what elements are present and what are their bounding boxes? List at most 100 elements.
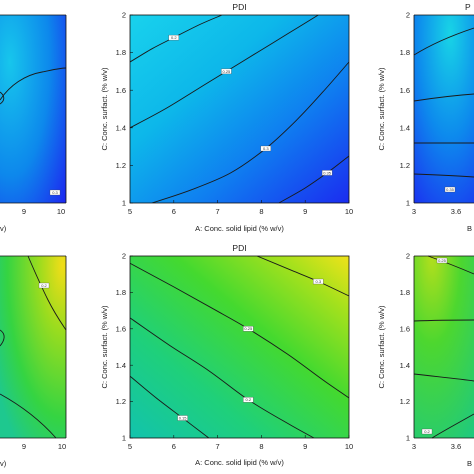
y-tick-label: 1.2 <box>116 161 126 170</box>
contour-label: 0.25 <box>244 326 253 331</box>
heatmap-fill <box>414 15 474 203</box>
x-axis-label-cutoff: B <box>467 224 472 233</box>
x-axis-title: A: Conc. solid lipid (% w/v) <box>195 224 284 233</box>
contour-label: 0.2 <box>41 283 47 288</box>
x-tick-label: 6 <box>172 207 176 216</box>
x-tick-label: 3 <box>412 207 416 216</box>
x-tick-label: 8 <box>259 442 263 451</box>
contour-label-box <box>221 68 232 75</box>
x-axis: 5 6 7 8 9 10 <box>128 435 353 451</box>
panel-bottom-left: 0.2 9 10 v) <box>0 255 67 468</box>
x-tick-label: 3.6 <box>451 442 461 451</box>
chart-title: PDI <box>232 243 246 253</box>
contour-label-box <box>313 278 324 285</box>
heatmap-fill <box>130 256 349 438</box>
y-axis-title: C: Conc. surfact. (% w/v) <box>377 67 386 150</box>
y-tick-label: 1.6 <box>400 86 410 95</box>
y-tick-label: 1 <box>406 199 410 208</box>
panel-top-center: PDI 0.2 0.25 0.3 0.35 5 6 7 8 9 10 1 1.2 1.4 1.6 1.8… <box>100 2 353 233</box>
x-tick-label: 9 <box>22 207 26 216</box>
y-axis: 1 1.2 1.4 1.6 1.8 2 <box>116 11 133 208</box>
contour-label-box <box>38 282 50 289</box>
contour-line <box>256 256 349 297</box>
x-tick-label: 10 <box>57 207 65 216</box>
contour-line <box>0 91 5 105</box>
x-tick-label: 10 <box>58 442 66 451</box>
x-tick-label: 9 <box>22 442 26 451</box>
y-axis-title: C: Conc. surfact. (% w/v) <box>100 305 109 388</box>
y-tick-label: 2 <box>122 11 126 20</box>
contour-label: 0.2 <box>171 35 177 40</box>
contour-line <box>278 155 349 203</box>
contour-label: 0.35 <box>323 170 332 175</box>
contour-label-box <box>177 415 188 421</box>
y-tick-label: 1.4 <box>116 123 126 132</box>
contour-label: 0.35 <box>446 187 455 192</box>
y-axis-title: C: Conc. surfact. (% w/v) <box>377 305 386 388</box>
heatmap-fill <box>414 256 474 438</box>
contour-label: 0.3 <box>316 279 322 284</box>
x-axis-title: A: Conc. solid lipid (% w/v) <box>195 458 284 467</box>
heatmap-fill <box>130 15 349 203</box>
x-tick-label: 10 <box>345 207 353 216</box>
x-axis-label-cutoff: v) <box>0 459 7 468</box>
y-tick-label: 1.8 <box>116 288 126 297</box>
contour-line <box>413 373 474 382</box>
contour-label: 0.3 <box>263 146 269 151</box>
y-tick-label: 2 <box>406 252 410 261</box>
x-tick-label: 6 <box>172 442 176 451</box>
heatmap-fill <box>0 15 66 203</box>
contour-label-box <box>260 145 271 152</box>
y-tick-label: 1 <box>122 199 126 208</box>
x-axis-label-cutoff: B <box>467 459 472 468</box>
x-tick-label: 7 <box>216 207 220 216</box>
y-tick-label: 1.4 <box>116 361 126 370</box>
contour-label-box <box>49 189 61 196</box>
y-tick-label: 1 <box>122 434 126 443</box>
panel-bottom-right: 0.25 0.2 1 1.2 1.4 1.6 1.8 2 3 3.6 B C: Conc.… <box>377 252 474 468</box>
contour-label: 0.15 <box>179 415 188 420</box>
y-tick-label: 1.6 <box>116 324 126 333</box>
x-tick-label: 9 <box>303 442 307 451</box>
y-axis-title: C: Conc. surfact. (% w/v) <box>100 67 109 150</box>
heatmap-fill <box>0 256 66 438</box>
x-tick-label: 8 <box>259 207 263 216</box>
contour-line <box>27 255 67 331</box>
panel-top-left: 0.3 9 10 v) <box>0 14 67 233</box>
contour-label-box <box>421 428 433 435</box>
contour-label-box <box>243 397 254 403</box>
y-tick-label: 1.8 <box>400 48 410 57</box>
y-tick-label: 2 <box>122 252 126 261</box>
contour-label-box <box>168 34 179 41</box>
contour-line <box>431 413 474 439</box>
x-axis-label-cutoff: v) <box>0 224 7 233</box>
x-axis: 5 6 7 8 9 10 <box>128 200 353 216</box>
x-tick-label: 9 <box>303 207 307 216</box>
contour-label-layer: 0.15 0.2 0.25 0.3 <box>177 278 324 421</box>
y-axis: 1 1.2 1.4 1.6 1.8 2 <box>400 11 410 208</box>
contour-line <box>0 67 67 101</box>
contour-label-layer: 0.2 0.25 0.3 0.35 <box>168 34 333 176</box>
contour-line <box>413 319 474 322</box>
panel-top-right: P 0.35 1 1.2 1.4 1.6 1.8 2 3 3.6 B C: Conc. s… <box>377 2 474 233</box>
contour-line <box>0 393 57 439</box>
y-tick-label: 1.4 <box>400 123 410 132</box>
y-tick-label: 2 <box>406 11 410 20</box>
y-tick-label: 1.8 <box>400 288 410 297</box>
x-tick-label: 10 <box>345 442 353 451</box>
contour-label: 0.25 <box>223 69 232 74</box>
y-axis: 1 1.2 1.4 1.6 1.8 2 <box>400 252 410 443</box>
y-tick-label: 1.2 <box>400 161 410 170</box>
plot-frame <box>129 14 350 204</box>
contour-line <box>130 375 210 438</box>
contour-label-box <box>243 326 254 332</box>
contour-label: 0.2 <box>246 397 252 402</box>
contour-line <box>413 93 474 102</box>
y-tick-label: 1 <box>406 434 410 443</box>
y-tick-label: 1.6 <box>400 324 410 333</box>
contour-label: 0.3 <box>52 190 58 195</box>
panel-bottom-center: PDI 0.15 0.2 0.25 0.3 5 6 7 8 9 10 1 1.2 1.4 1.6 1.8… <box>100 243 353 467</box>
contour-label: 0.2 <box>424 429 430 434</box>
contour-line <box>413 173 474 178</box>
